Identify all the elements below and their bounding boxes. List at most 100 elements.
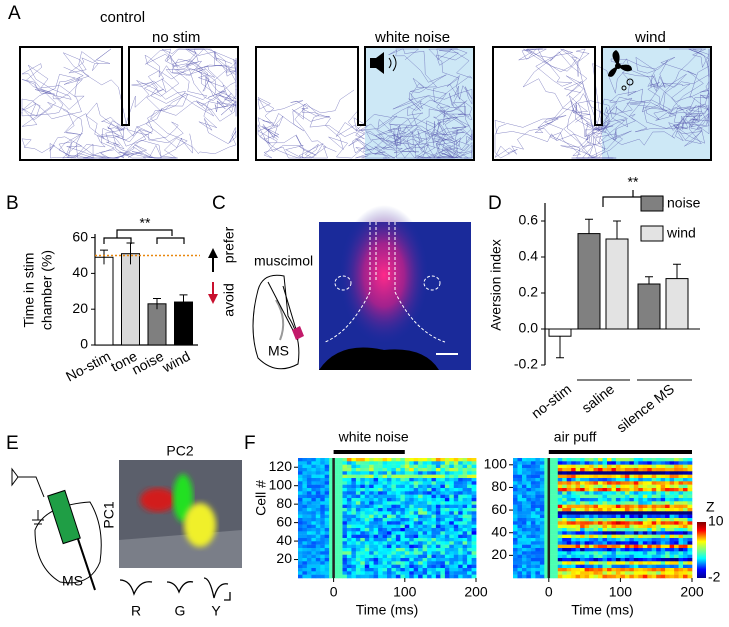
- heatmap-cell: [647, 488, 653, 492]
- heatmap-cell: [629, 544, 635, 549]
- heatmap-cell: [346, 471, 352, 475]
- heatmap-cell: [369, 518, 374, 522]
- heatmap-cell: [311, 564, 317, 569]
- heatmap-cell: [580, 471, 585, 475]
- heatmap-cell: [580, 558, 585, 562]
- heatmap-cell: [333, 544, 339, 549]
- heatmap-cell: [298, 548, 303, 552]
- heatmap-cell: [660, 484, 666, 489]
- significance: **: [140, 215, 151, 231]
- heatmap-cell: [539, 528, 545, 532]
- heatmap-cell: [562, 488, 567, 492]
- heatmap-cell: [566, 558, 572, 562]
- heatmap-cell: [364, 481, 370, 485]
- heatmap-cell: [302, 521, 308, 525]
- heatmap-cell: [669, 511, 675, 515]
- heatmap-cell: [633, 574, 639, 579]
- heatmap-cell: [302, 508, 308, 512]
- heatmap-cell: [513, 491, 518, 495]
- heatmap-cell: [615, 461, 621, 465]
- heatmap-cell: [431, 501, 437, 505]
- heatmap-cell: [471, 501, 477, 505]
- heatmap-cell: [418, 551, 423, 555]
- heatmap-cell: [575, 484, 581, 489]
- heatmap-cell: [548, 554, 554, 559]
- heatmap-cell: [562, 481, 567, 485]
- heatmap-cell: [665, 488, 670, 492]
- heatmap-cell: [656, 541, 661, 545]
- heatmap-cell: [669, 528, 675, 532]
- heatmap-cell: [440, 501, 446, 505]
- heatmap-cell: [333, 494, 339, 499]
- heatmap-cell: [683, 524, 688, 529]
- heatmap-cell: [413, 471, 419, 475]
- heatmap-cell: [351, 558, 357, 562]
- heatmap-cell: [611, 558, 617, 562]
- heatmap-cell: [302, 531, 308, 535]
- heatmap-cell: [660, 561, 666, 565]
- heatmap-cell: [302, 498, 308, 502]
- heatmap-cell: [575, 524, 581, 529]
- heatmap-cell: [544, 521, 550, 525]
- heatmap-cell: [346, 541, 352, 545]
- heatmap-cell: [660, 524, 666, 529]
- heatmap-cell: [400, 548, 406, 552]
- heatmap-cell: [620, 461, 626, 465]
- heatmap-cell: [530, 514, 536, 519]
- heatmap-cell: [660, 461, 666, 465]
- heatmap-cell: [530, 541, 536, 545]
- heatmap-cell: [633, 541, 639, 545]
- heatmap-cell: [553, 574, 559, 579]
- x-tick-label: no-stim: [528, 381, 574, 422]
- heatmap-cell: [611, 561, 617, 565]
- heatmap-cell: [302, 538, 308, 542]
- heatmap-cell: [324, 528, 330, 532]
- heatmap-cell: [647, 534, 653, 539]
- heatmap-cell: [611, 461, 617, 465]
- heatmap-cell: [338, 458, 343, 462]
- heatmap-cell: [462, 471, 468, 475]
- heatmap-cell: [687, 468, 693, 472]
- heatmap-cell: [571, 568, 576, 572]
- x-tick-label: 0: [330, 584, 338, 600]
- heatmap-cell: [678, 478, 684, 482]
- heatmap-cell: [453, 551, 459, 555]
- heatmap-cell: [633, 501, 639, 505]
- heatmap-cell: [687, 564, 693, 569]
- heatmap-cell: [517, 561, 523, 565]
- heatmap-cell: [553, 568, 559, 572]
- heatmap-cell: [427, 531, 432, 535]
- heatmap-cell: [427, 508, 432, 512]
- heatmap-cell: [535, 481, 541, 485]
- heatmap-cell: [566, 488, 572, 492]
- heatmap-cell: [298, 564, 303, 569]
- heatmap-cell: [678, 494, 684, 499]
- heatmap-cell: [669, 484, 675, 489]
- heatmap-cell: [346, 518, 352, 522]
- heatmap-cell: [378, 488, 383, 492]
- heatmap-cell: [311, 528, 317, 532]
- heatmap-cell: [530, 554, 536, 559]
- heatmap-cell: [647, 514, 653, 519]
- heatmap-cell: [320, 548, 326, 552]
- heatmap-cell: [674, 528, 679, 532]
- heatmap-cell: [624, 488, 630, 492]
- heatmap-cell: [431, 571, 437, 575]
- heatmap-cell: [435, 558, 441, 562]
- heatmap-cell: [642, 564, 648, 569]
- heatmap-cell: [373, 558, 379, 562]
- heatmap-cell: [360, 554, 366, 559]
- heatmap-cell: [431, 511, 437, 515]
- heatmap-cell: [665, 554, 670, 559]
- heatmap-cell: [440, 488, 446, 492]
- heatmap-cell: [602, 564, 608, 569]
- heatmap-cell: [400, 571, 406, 575]
- heatmap-cell: [435, 464, 441, 469]
- heatmap-cell: [351, 521, 357, 525]
- heatmap-cell: [306, 474, 312, 479]
- heatmap-cell: [517, 511, 523, 515]
- heatmap-cell: [638, 568, 644, 572]
- heatmap-cell: [593, 544, 599, 549]
- heatmap-cell: [364, 554, 370, 559]
- heatmap-cell: [453, 568, 459, 572]
